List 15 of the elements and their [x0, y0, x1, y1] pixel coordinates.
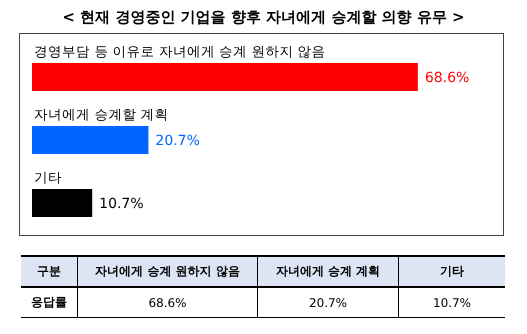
y-tick-label: 기타: [34, 170, 62, 186]
text: 자녀에게 승계 계획: [258, 256, 398, 287]
data-label: 20.7%: [155, 133, 200, 149]
data-label: 10.7%: [99, 196, 144, 212]
text: 68.6%: [148, 296, 187, 310]
text: 응답률: [21, 287, 78, 318]
y-tick-label: 자녀에게 승계할 계획: [34, 107, 169, 123]
data-label: 68.6%: [424, 70, 470, 86]
text: 기타: [398, 256, 505, 287]
text: 20.7%: [308, 296, 348, 310]
text: 구분: [21, 256, 78, 287]
chart-title: < 현재 경영중인 기업을 향후 자녀에게 승계할 의향 유무 >: [61, 8, 466, 27]
text: 10.7%: [432, 296, 472, 310]
y-tick-label: 경영부담 등 이유로 자녀에게 승계 원하지 않음: [34, 44, 326, 60]
text: 자녀에게 승계 원하지 않음: [78, 256, 258, 287]
